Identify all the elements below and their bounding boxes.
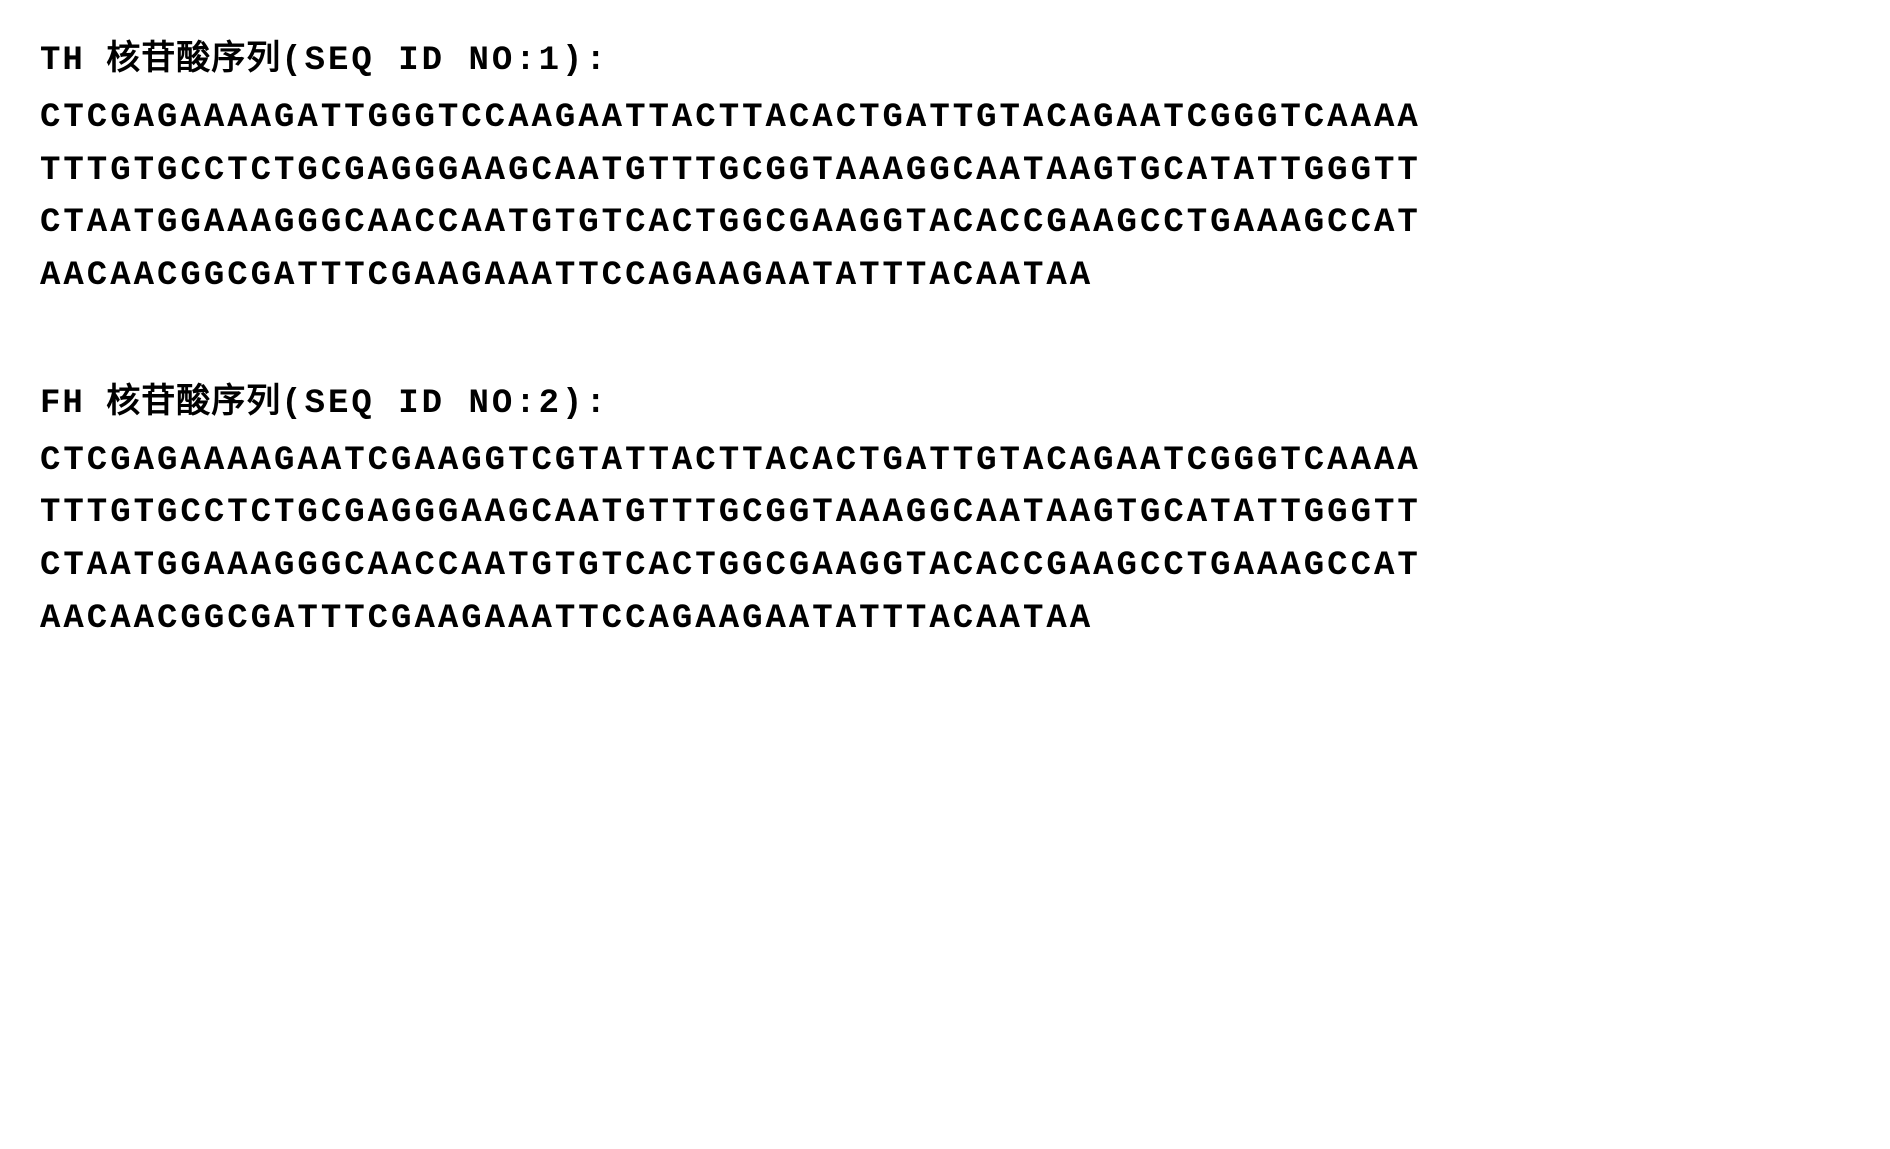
sequence-id-label: (SEQ ID NO:1): [281, 42, 609, 80]
sequence-line: CTCGAGAAAAGATTGGGTCCAAGAATTACTTACACTGATT… [40, 92, 1850, 145]
sequence-line: TTTGTGCCTCTGCGAGGGAAGCAATGTTTGCGGTAAAGGC… [40, 145, 1850, 198]
sequence-line: AACAACGGCGATTTCGAAGAAATTCCAGAAGAATATTTAC… [40, 593, 1850, 646]
sequence-prefix: TH [40, 42, 85, 80]
sequence-id-label: (SEQ ID NO:2): [281, 385, 609, 423]
sequence-prefix: FH [40, 385, 85, 423]
sequence-block-2: FH 核苷酸序列(SEQ ID NO:2): CTCGAGAAAAGAATCGAA… [40, 373, 1850, 646]
sequence-line: TTTGTGCCTCTGCGAGGGAAGCAATGTTTGCGGTAAAGGC… [40, 487, 1850, 540]
sequence-chinese-label: 核苷酸序列 [106, 383, 281, 420]
sequence-block-1: TH 核苷酸序列(SEQ ID NO:1): CTCGAGAAAAGATTGGGT… [40, 30, 1850, 303]
sequence-chinese-label: 核苷酸序列 [106, 40, 281, 77]
sequence-line: AACAACGGCGATTTCGAAGAAATTCCAGAAGAATATTTAC… [40, 250, 1850, 303]
sequence-title-2: FH 核苷酸序列(SEQ ID NO:2): [40, 373, 1850, 423]
sequence-title-1: TH 核苷酸序列(SEQ ID NO:1): [40, 30, 1850, 80]
sequence-line: CTAATGGAAAGGGCAACCAATGTGTCACTGGCGAAGGTAC… [40, 197, 1850, 250]
sequence-line: CTCGAGAAAAGAATCGAAGGTCGTATTACTTACACTGATT… [40, 435, 1850, 488]
sequence-line: CTAATGGAAAGGGCAACCAATGTGTCACTGGCGAAGGTAC… [40, 540, 1850, 593]
